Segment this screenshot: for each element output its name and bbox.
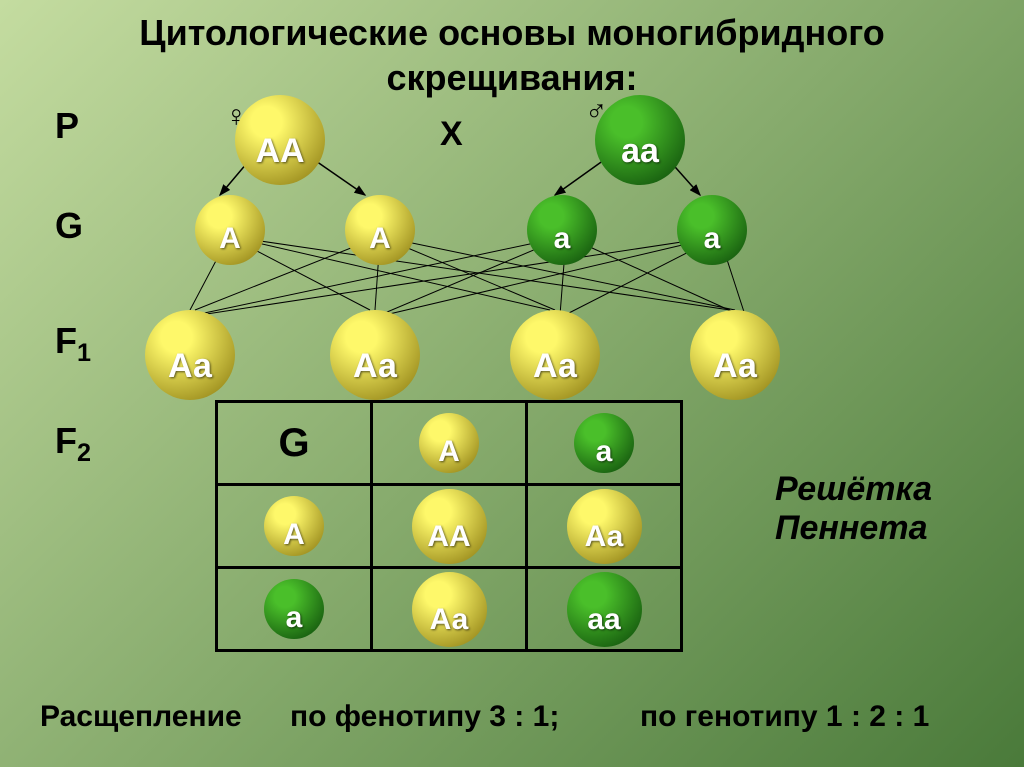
- sphere-label: Аа: [585, 520, 624, 554]
- gamete-1: А: [345, 195, 415, 265]
- row-label-g: G: [55, 205, 83, 247]
- sphere-label: Аа: [168, 347, 212, 386]
- bottom-text-3: по генотипу 1 : 2 : 1: [640, 700, 929, 734]
- sphere-label: А: [219, 222, 241, 256]
- bottom-text-1: Расщепление: [40, 700, 242, 734]
- gamete-0: А: [195, 195, 265, 265]
- punnett-sphere: а: [574, 413, 634, 473]
- sphere-label: А: [438, 435, 460, 469]
- punnett-label: РешёткаПеннета: [775, 470, 932, 548]
- sphere-label: а: [554, 222, 571, 256]
- f1-offspring-1: Аа: [330, 310, 420, 400]
- row-label-p: P: [55, 105, 79, 147]
- sphere-label: Аа: [533, 347, 577, 386]
- page-title: Цитологические основы моногибридногоскре…: [0, 10, 1024, 100]
- sphere-label: а: [596, 435, 613, 469]
- punnett-sphere: аа: [567, 572, 642, 647]
- row-label-f2: F2: [55, 420, 91, 468]
- gamete-2: а: [527, 195, 597, 265]
- gamete-3: а: [677, 195, 747, 265]
- sphere-label: а: [704, 222, 721, 256]
- punnett-sphere: АА: [412, 489, 487, 564]
- sphere-label: аа: [587, 603, 620, 637]
- bottom-text-2: по фенотипу 3 : 1;: [290, 700, 559, 734]
- row-label-f1: F1: [55, 320, 91, 368]
- sphere-label: А: [369, 222, 391, 256]
- punnett-sphere: Аа: [412, 572, 487, 647]
- parent-female: АА: [235, 95, 325, 185]
- punnett-sphere: а: [264, 579, 324, 639]
- punnett-g-label: G: [278, 421, 309, 465]
- sphere-label: А: [283, 518, 305, 552]
- sphere-label: Аа: [353, 347, 397, 386]
- sphere-label: АА: [427, 520, 470, 554]
- sphere-label: а: [286, 601, 303, 635]
- cross-symbol: Х: [440, 115, 463, 154]
- punnett-sphere: А: [264, 496, 324, 556]
- punnett-sphere: А: [419, 413, 479, 473]
- f1-offspring-0: Аа: [145, 310, 235, 400]
- f1-offspring-3: Аа: [690, 310, 780, 400]
- sphere-label: Аа: [713, 347, 757, 386]
- punnett-sphere: Аа: [567, 489, 642, 564]
- sphere-label: Аа: [430, 603, 469, 637]
- sphere-label: АА: [255, 132, 304, 171]
- sphere-label: аа: [621, 132, 659, 171]
- parent-male: аа: [595, 95, 685, 185]
- punnett-square: GАаААААааАааа: [215, 400, 683, 652]
- f1-offspring-2: Аа: [510, 310, 600, 400]
